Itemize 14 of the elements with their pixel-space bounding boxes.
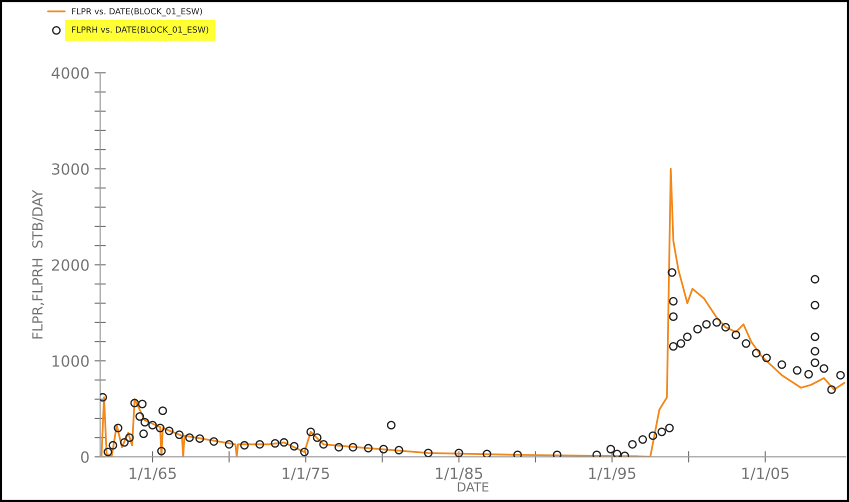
- legend-label: FLPR vs. DATE(BLOCK_01_ESW): [72, 8, 202, 16]
- x-tick-label: 1/1/85: [436, 468, 482, 480]
- y-axis-title: FLPR,FLPRH STB/DAY: [32, 190, 44, 338]
- y-tick-label: 0: [81, 451, 89, 463]
- x-tick-label: 1/1/05: [742, 468, 789, 480]
- x-tick-label: 1/1/75: [282, 468, 329, 480]
- y-tick-label: 1000: [52, 355, 89, 367]
- x-tick-label: 1/1/65: [130, 468, 176, 480]
- y-tick-label: 2000: [52, 259, 89, 271]
- y-tick-label: 4000: [52, 67, 89, 79]
- x-tick-label: 1/1/95: [589, 468, 636, 480]
- y-tick-label: 3000: [52, 163, 89, 175]
- x-axis-title: DATE: [458, 482, 488, 492]
- legend-label: FLPRH vs. DATE(BLOCK_01_ESW): [72, 26, 208, 35]
